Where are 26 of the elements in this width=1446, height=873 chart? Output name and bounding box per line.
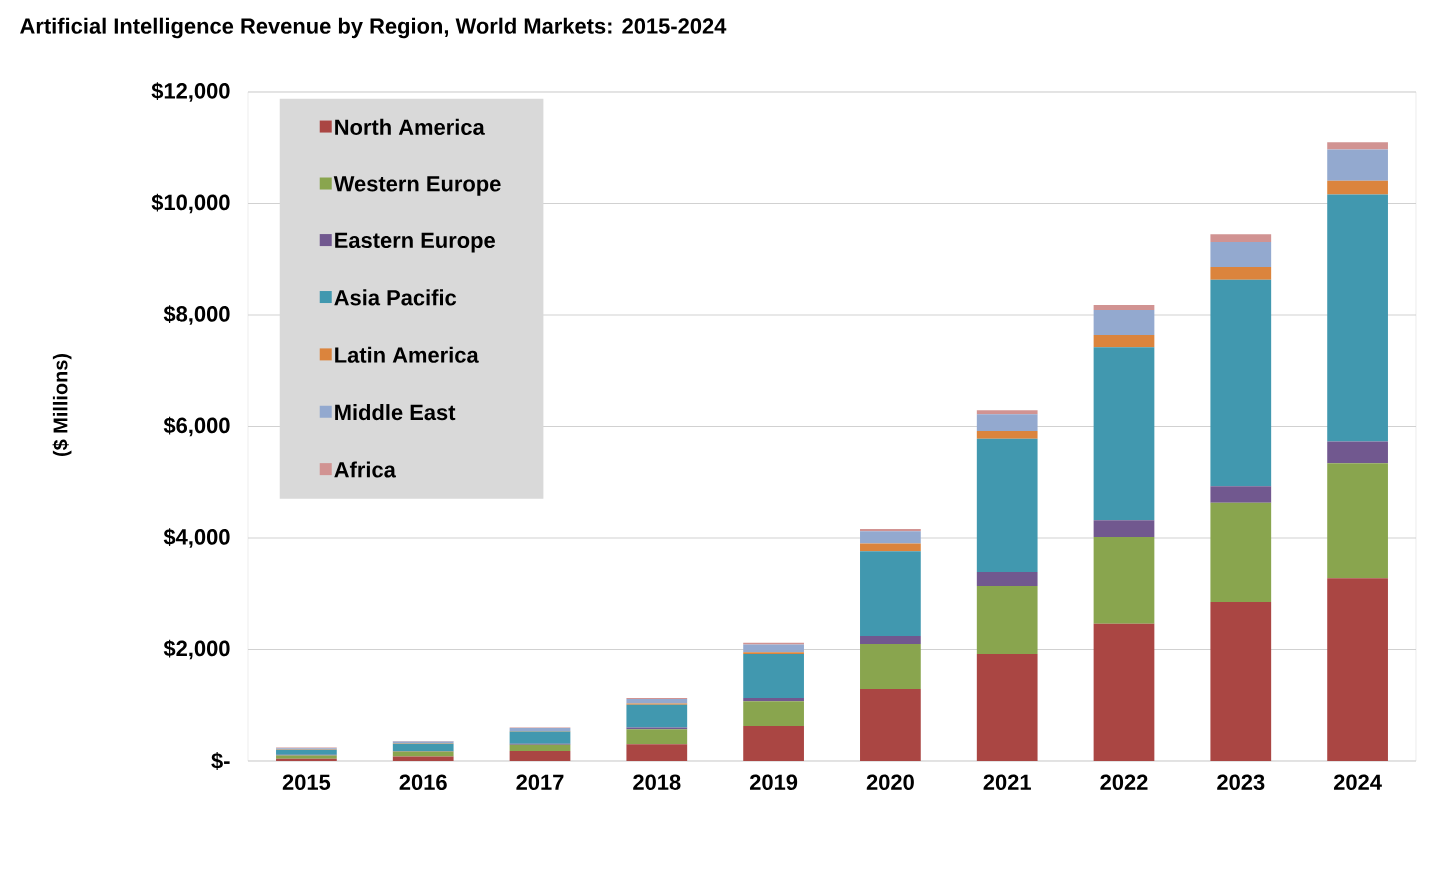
legend-label: North America — [335, 118, 485, 135]
x-tick-label: 2016 — [399, 774, 447, 791]
legend-label: Asia Pacific — [334, 289, 457, 306]
legend-label: Africa — [334, 461, 396, 478]
y-tick-label: $8,000 — [163, 305, 230, 325]
y-tick-label: $- — [211, 752, 230, 770]
y-tick-label: $4,000 — [163, 528, 230, 548]
x-tick-label: 2017 — [516, 774, 564, 791]
y-axis-title: ($ Millions) — [52, 353, 72, 457]
legend-label: Western Europe — [333, 176, 501, 196]
legend-label: Middle East — [335, 404, 456, 421]
x-tick-label: 2019 — [749, 774, 798, 791]
y-tick-label: $6,000 — [163, 416, 230, 437]
x-tick-label: 2015 — [282, 774, 331, 791]
x-tick-label: 2018 — [633, 774, 681, 791]
y-tick-label: $2,000 — [163, 639, 230, 660]
x-tick-label: 2021 — [983, 774, 1031, 791]
x-tick-label: 2024 — [1333, 774, 1382, 791]
x-tick-label: 2022 — [1100, 774, 1148, 791]
legend-label: Eastern Europe — [335, 232, 495, 253]
legend-label: Latin America — [335, 346, 479, 363]
x-tick-label: 2020 — [866, 774, 914, 791]
y-tick-label: $12,000 — [151, 82, 230, 102]
x-tick-label: 2023 — [1217, 774, 1265, 791]
chart-title: Artificial Intelligence Revenue by Region, World Markets: 2015-2024 — [20, 17, 727, 39]
y-tick-label: $10,000 — [151, 193, 230, 214]
